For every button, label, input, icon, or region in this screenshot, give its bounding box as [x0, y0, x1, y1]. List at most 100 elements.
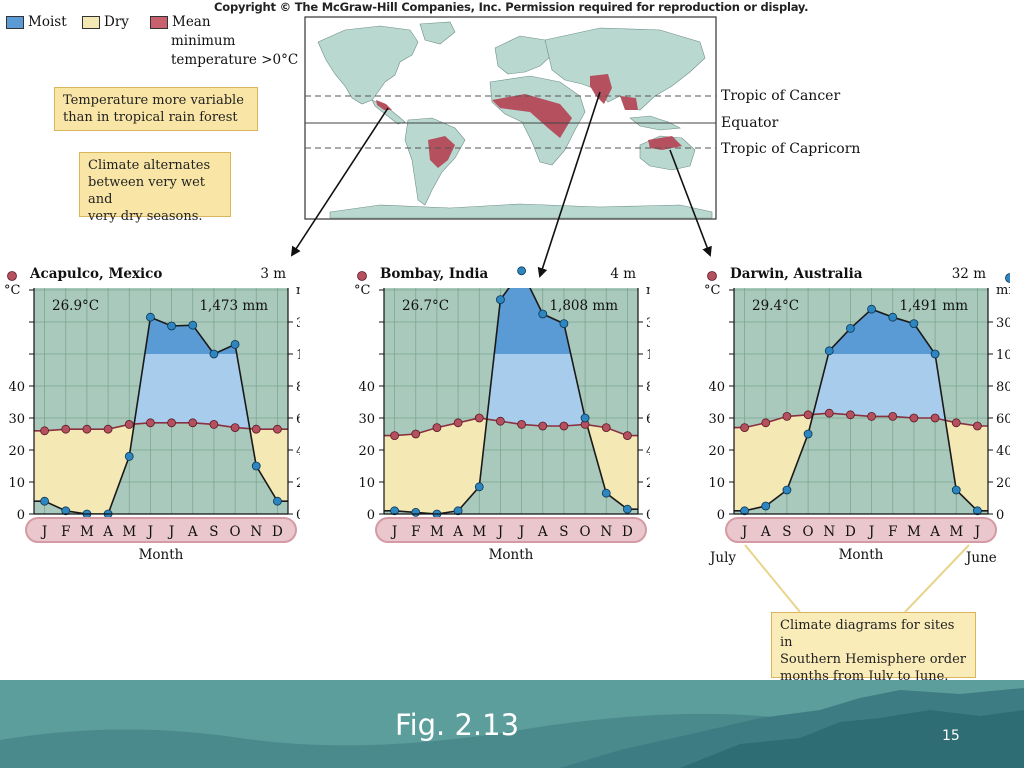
temperature-point	[411, 429, 421, 439]
temperature-point	[824, 408, 834, 418]
month-label: F	[888, 524, 897, 540]
precipitation-point	[390, 506, 399, 516]
left-axis-unit: °C	[4, 283, 21, 298]
precipitation-point	[496, 295, 505, 304]
annual-precipitation-label: 1,808 mm	[549, 298, 618, 314]
precip-tick-label: 60	[646, 412, 650, 427]
dry-forest-region-south-america	[428, 136, 455, 168]
world-map	[304, 16, 717, 220]
legend-moist-label: Moist	[28, 14, 67, 30]
month-label: F	[61, 524, 70, 540]
temperature-point	[538, 421, 548, 431]
temperature-point	[623, 431, 632, 441]
temp-tick-label: 30	[358, 412, 375, 427]
precipitation-point	[559, 319, 569, 328]
callout-southern-hemisphere: Climate diagrams for sites in Southern H…	[771, 612, 976, 684]
equator-label: Equator	[721, 115, 779, 131]
precipitation-point	[909, 319, 919, 328]
x-axis-label: Month	[489, 547, 534, 563]
precipitation-point	[824, 346, 834, 356]
temperature-point	[846, 410, 855, 420]
antarctica-shape	[329, 203, 713, 219]
temperature-point	[273, 424, 282, 434]
precipitation-point	[124, 451, 134, 461]
callout-south-line1: Climate diagrams for sites in	[780, 618, 955, 650]
temp-tick-label: 30	[8, 412, 25, 427]
month-label: O	[803, 524, 814, 540]
callout-climate-line3: very dry seasons.	[88, 209, 203, 224]
precipitation-point	[517, 266, 526, 276]
month-label: M	[122, 524, 136, 540]
right-axis-unit: mm	[296, 283, 300, 298]
x-axis-label: Month	[839, 547, 884, 563]
temperature-point	[559, 421, 569, 431]
month-label: J	[740, 524, 747, 540]
month-label: S	[209, 524, 218, 540]
month-label: O	[230, 524, 241, 540]
month-label: J	[146, 524, 153, 540]
callout-climate: Climate alternates between very wet and …	[79, 152, 231, 224]
temp-tick-label: 10	[708, 476, 725, 491]
dry-forest-region-mexico	[376, 100, 392, 110]
copyright-notice: Copyright © The McGraw-Hill Companies, I…	[214, 0, 809, 14]
precipitation-point	[273, 496, 282, 506]
month-label: S	[782, 524, 791, 540]
temp-tick-label: 30	[708, 412, 725, 427]
temp-tick-label: 40	[708, 380, 725, 395]
month-label: O	[580, 524, 591, 540]
month-label: N	[250, 524, 262, 540]
month-label: D	[622, 524, 633, 540]
precip-tick-label: 20	[296, 476, 300, 491]
precipitation-point	[846, 324, 855, 333]
temperature-point	[390, 431, 399, 441]
footer-banner	[0, 680, 1024, 768]
elevation-label: 4 m	[610, 266, 636, 282]
annual-precipitation-label: 1,473 mm	[199, 298, 268, 314]
precipitation-point	[209, 349, 219, 359]
precipitation-point	[538, 309, 548, 319]
temp-tick-label: 0	[17, 508, 25, 523]
month-label: D	[845, 524, 856, 540]
right-axis-unit: mm	[646, 283, 650, 298]
month-label: A	[102, 524, 113, 540]
temperature-point	[474, 413, 484, 423]
guide-line-july	[744, 544, 801, 613]
month-label: A	[929, 524, 940, 540]
temp-tick-label: 40	[8, 380, 25, 395]
mean-temperature-label: 26.9°C	[52, 298, 99, 314]
elevation-label: 32 m	[952, 266, 986, 282]
precipitation-point	[623, 504, 632, 514]
page-number: 15	[942, 728, 960, 744]
legend-mean-label-2: minimum	[171, 33, 236, 49]
precipitation-point	[951, 485, 961, 495]
month-label: D	[272, 524, 283, 540]
temperature-point	[888, 411, 898, 421]
precip-tick-label: 80	[646, 380, 650, 395]
precip-tick-label: 300	[296, 316, 300, 331]
temp-marker-icon	[707, 271, 717, 281]
precipitation-point	[146, 312, 155, 322]
temperature-point	[453, 418, 463, 428]
temperature-point	[209, 419, 219, 429]
tropic-of-capricorn-label: Tropic of Capricorn	[721, 141, 860, 157]
guide-line-june	[904, 544, 970, 613]
annual-precipitation-label: 1,491 mm	[899, 298, 968, 314]
precip-marker-icon	[1005, 273, 1010, 283]
precipitation-point	[740, 506, 749, 516]
month-label: A	[537, 524, 548, 540]
temp-tick-label: 0	[367, 508, 375, 523]
temp-tick-label: 10	[8, 476, 25, 491]
temp-tick-label: 20	[358, 444, 375, 459]
precip-tick-label: 40	[996, 444, 1010, 459]
temperature-point	[951, 418, 961, 428]
legend-mean-label-1: Mean	[172, 14, 211, 30]
climate-chart-bombay: 0 10 20 30 40 0 20 40 60 80 100 300 Bombay, India 4 m…	[354, 266, 650, 563]
climate-chart-acapulco: 0 10 20 30 40 0 20 40 60 80 100 300 Acapulco, Mexico…	[4, 266, 300, 563]
mean-temperature-label: 29.4°C	[752, 298, 799, 314]
month-band	[25, 517, 297, 543]
month-label: M	[907, 524, 921, 540]
dry-forest-region-se-asia	[620, 96, 638, 110]
footer-mountain-shadow	[680, 710, 1024, 768]
